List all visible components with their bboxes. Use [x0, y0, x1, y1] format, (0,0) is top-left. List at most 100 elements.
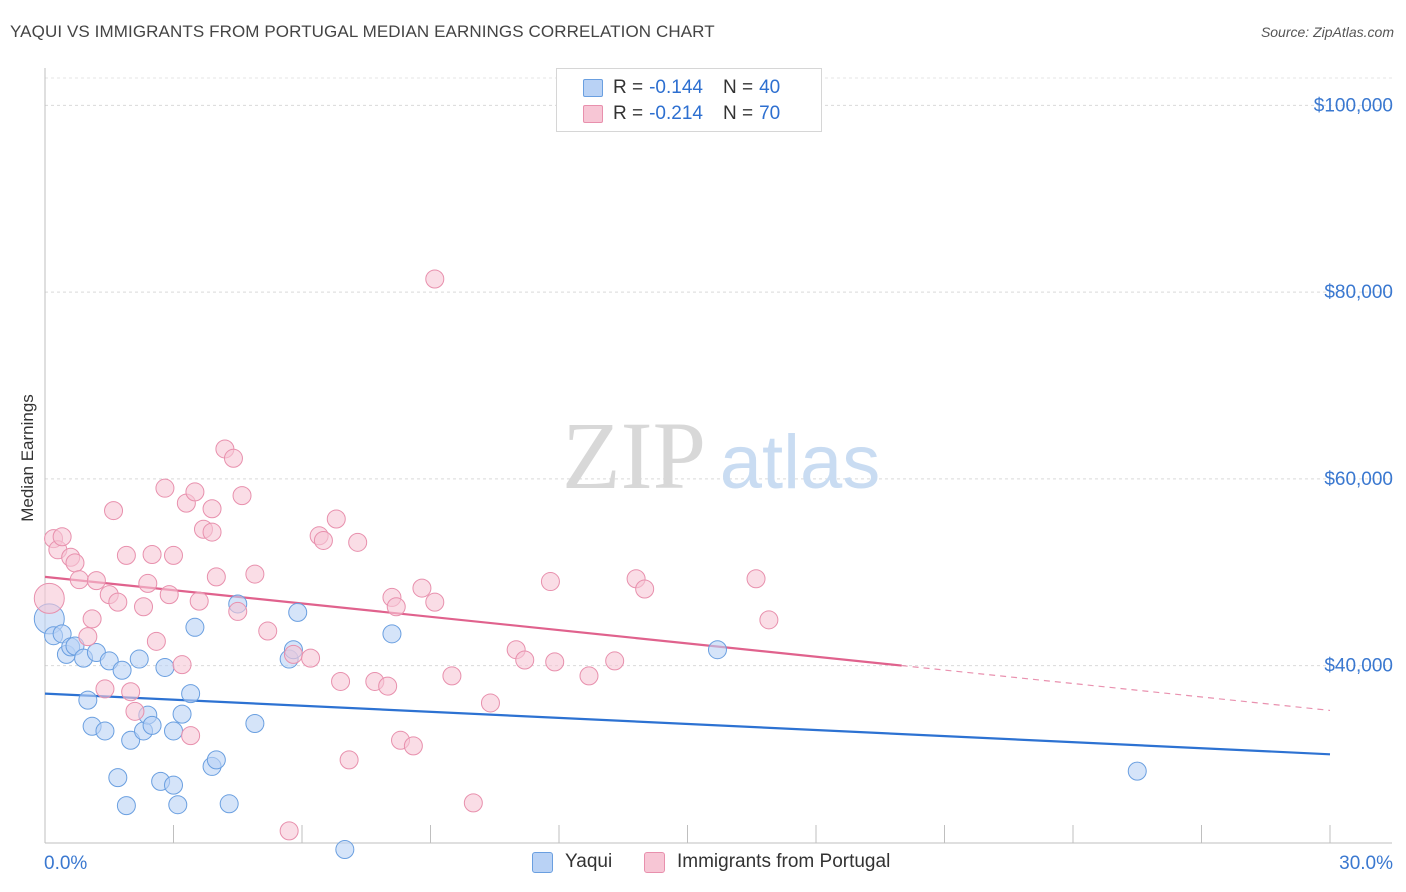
point-yaqui: [155, 657, 175, 677]
legend-box: R = -0.144 N = 40 R = -0.214 N = 70: [556, 68, 822, 132]
point-portugal: [605, 651, 625, 671]
point-portugal: [759, 610, 779, 630]
legend-n-label: N =: [722, 77, 754, 98]
trendline-yaqui: [44, 692, 1331, 756]
point-portugal: [442, 666, 462, 686]
y-axis-title: Median Earnings: [18, 394, 37, 522]
legend-row-yaqui: R = -0.144 N = 40: [583, 76, 780, 100]
point-yaqui: [129, 649, 149, 669]
point-portugal: [339, 750, 359, 770]
point-yaqui: [172, 704, 192, 724]
bottom-legend-label-yaqui: Yaqui: [565, 851, 613, 872]
point-yaqui: [116, 796, 136, 816]
point-yaqui: [164, 775, 183, 795]
legend-swatch-yaqui: [583, 79, 603, 97]
legend-r-label: R =: [613, 103, 644, 124]
point-portugal: [155, 478, 175, 498]
axis-layer: [44, 68, 1392, 844]
point-portugal: [480, 693, 500, 713]
point-yaqui: [245, 713, 265, 733]
point-portugal: [181, 726, 201, 746]
point-portugal: [545, 652, 565, 672]
point-yaqui: [219, 794, 239, 814]
point-portugal: [425, 269, 445, 289]
point-portugal: [116, 545, 136, 565]
point-yaqui: [335, 840, 355, 860]
point-portugal: [78, 627, 98, 647]
point-portugal: [228, 601, 248, 621]
point-yaqui: [181, 684, 201, 704]
point-portugal: [326, 509, 346, 529]
x-tick-label-min: 0.0%: [44, 853, 87, 874]
point-portugal: [108, 592, 128, 612]
bottom-legend-swatch-portugal: [644, 851, 665, 873]
bottom-legend-swatch-yaqui: [532, 851, 553, 873]
point-portugal: [279, 821, 299, 841]
bottom-legend-yaqui: Yaqui: [532, 851, 612, 873]
point-portugal: [65, 553, 85, 573]
point-portugal: [104, 501, 124, 521]
point-portugal: [206, 567, 226, 587]
point-portugal: [579, 666, 599, 686]
point-portugal: [515, 650, 535, 670]
point-portugal: [172, 655, 192, 675]
watermark-zip: ZIP: [562, 402, 706, 509]
legend-n-label: N =: [722, 103, 754, 124]
point-portugal: [463, 793, 483, 813]
point-yaqui: [185, 617, 205, 637]
legend-n-value-portugal: 70: [759, 103, 781, 124]
point-portugal: [283, 644, 303, 664]
y-tick-label: $40,000: [1324, 656, 1393, 677]
point-portugal: [185, 482, 205, 502]
bottom-legend: Yaqui Immigrants from Portugal: [0, 851, 1406, 879]
point-portugal: [348, 532, 368, 552]
point-yaqui: [168, 795, 188, 815]
point-portugal: [125, 701, 145, 721]
point-portugal: [635, 579, 655, 599]
point-yaqui: [95, 721, 115, 741]
point-portugal: [121, 682, 141, 702]
point-portugal: [331, 671, 351, 691]
point-yaqui: [707, 640, 727, 660]
point-yaqui: [99, 651, 119, 671]
point-portugal: [52, 527, 72, 547]
trendline-portugal-extension: [901, 664, 1331, 712]
point-yaqui: [382, 624, 402, 644]
point-portugal: [232, 486, 252, 506]
point-portugal: [142, 544, 162, 564]
y-tick-label: $80,000: [1324, 282, 1393, 303]
legend-swatch-portugal: [583, 105, 603, 123]
trendline-portugal: [44, 575, 902, 667]
point-portugal: [245, 564, 265, 584]
point-portugal: [223, 448, 243, 468]
y-tick-label: $60,000: [1324, 469, 1393, 490]
point-portugal: [86, 571, 106, 591]
point-portugal: [313, 530, 333, 550]
point-portugal: [82, 609, 102, 629]
watermark-atlas: atlas: [720, 420, 881, 505]
point-portugal: [540, 572, 560, 592]
point-portugal: [138, 573, 158, 593]
legend-row-portugal: R = -0.214 N = 70: [583, 102, 780, 126]
points-layer: [33, 269, 1147, 860]
point-portugal: [202, 499, 222, 519]
label-layer: $40,000 $60,000 $80,000 $100,000 0.0% 30.0%: [44, 95, 1393, 874]
legend-r-label: R =: [613, 77, 644, 98]
point-portugal: [164, 545, 183, 565]
point-portugal: [33, 582, 65, 614]
chart-title: YAQUI VS IMMIGRANTS FROM PORTUGAL MEDIAN…: [10, 22, 715, 41]
bottom-legend-label-portugal: Immigrants from Portugal: [677, 851, 891, 872]
legend-r-value-yaqui: -0.144: [649, 77, 703, 98]
point-yaqui: [164, 721, 183, 741]
point-portugal: [425, 592, 445, 612]
point-portugal: [746, 569, 766, 589]
point-portugal: [378, 676, 398, 696]
point-yaqui: [142, 715, 162, 735]
trend-layer: [44, 575, 1331, 756]
point-yaqui: [112, 660, 132, 680]
point-portugal: [159, 585, 179, 605]
point-yaqui: [206, 750, 226, 770]
point-portugal: [403, 736, 423, 756]
point-portugal: [258, 621, 278, 641]
point-yaqui: [1127, 761, 1147, 781]
